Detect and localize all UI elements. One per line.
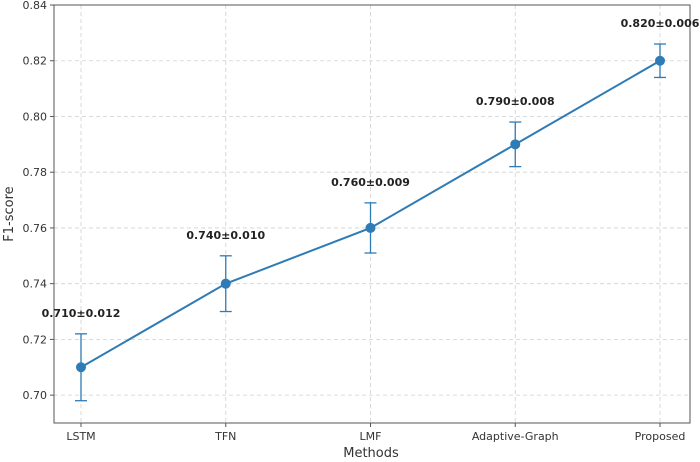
y-tick-label: 0.84 xyxy=(23,0,48,12)
plot-frame xyxy=(53,4,691,424)
data-point xyxy=(220,278,231,289)
x-tick-label: LSTM xyxy=(66,430,95,443)
data-label: 0.710±0.012 xyxy=(42,307,121,320)
y-tick-label: 0.70 xyxy=(23,389,48,402)
y-tick-label: 0.76 xyxy=(23,222,48,235)
y-tick-label: 0.72 xyxy=(23,333,48,346)
x-axis: LSTM TFN LMF Adaptive-Graph Proposed xyxy=(66,423,685,443)
data-label: 0.760±0.009 xyxy=(331,176,410,189)
x-tick-label: LMF xyxy=(360,430,382,443)
data-point xyxy=(76,362,86,373)
x-tick-label: TFN xyxy=(214,430,236,443)
grid xyxy=(54,4,690,423)
y-axis: 0.70 0.72 0.74 0.76 0.78 0.80 0.82 0.84 xyxy=(23,0,54,402)
y-tick-label: 0.80 xyxy=(23,110,48,123)
data-labels: 0.710±0.012 0.740±0.010 0.760±0.009 0.790±0… xyxy=(42,17,700,320)
data-label: 0.820±0.006 xyxy=(621,17,700,30)
data-point xyxy=(655,55,665,66)
data-label: 0.740±0.010 xyxy=(186,229,265,242)
data-point xyxy=(365,222,376,233)
x-tick-label: Adaptive-Graph xyxy=(472,430,559,443)
series xyxy=(75,43,666,402)
y-axis-title: F1-score xyxy=(2,186,17,241)
y-tick-label: 0.74 xyxy=(23,278,48,291)
y-tick-label: 0.78 xyxy=(23,166,48,179)
data-point xyxy=(510,139,521,150)
y-tick-label: 0.82 xyxy=(23,55,48,68)
x-axis-title: Methods xyxy=(343,446,399,461)
data-label: 0.790±0.008 xyxy=(476,95,555,108)
x-tick-label: Proposed xyxy=(635,430,686,443)
